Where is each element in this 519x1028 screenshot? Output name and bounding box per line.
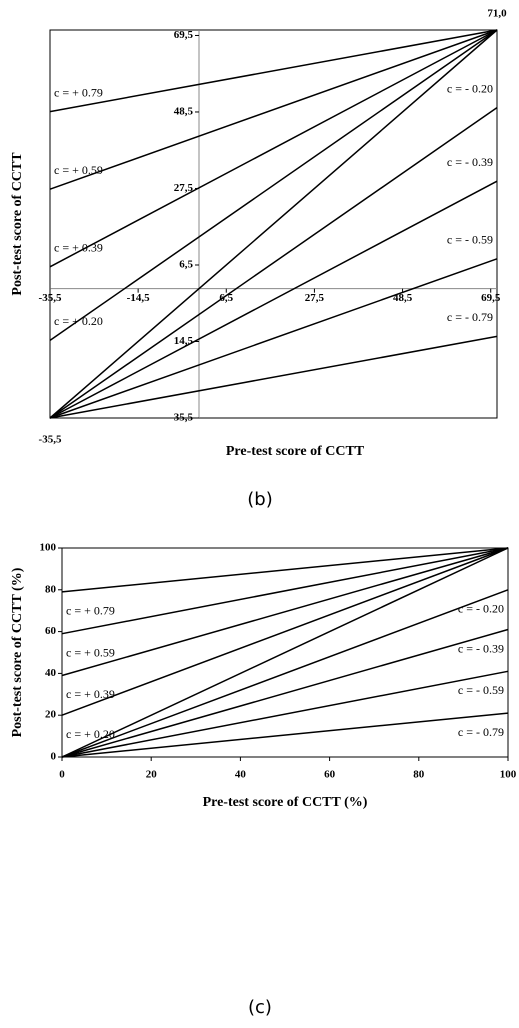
series-line: [61, 547, 509, 716]
y-axis-label: Post-test score of CCTT (%): [10, 567, 25, 737]
series-label: c = + 0.39: [54, 241, 103, 255]
y-tick-label: 100: [40, 542, 57, 554]
series-line: [49, 106, 498, 419]
series-line: [49, 335, 498, 419]
x-tick-label: 6,5: [219, 292, 233, 304]
series-line: [61, 628, 509, 758]
series-label: c = - 0.39: [447, 155, 493, 169]
series-line: [49, 29, 498, 268]
series-line: [49, 258, 498, 419]
y-tick-label: 40: [45, 667, 57, 679]
series-line: [61, 670, 509, 758]
series-label: c = - 0.59: [458, 683, 504, 697]
x-tick-label: -35,5: [39, 292, 62, 304]
series-label: c = - 0.39: [458, 641, 504, 655]
x-tick-label: 60: [324, 769, 336, 781]
y-tick-label: 0: [51, 751, 57, 763]
series-line: [61, 712, 509, 758]
series-label: c = - 0.20: [458, 602, 504, 616]
series-line: [49, 29, 498, 190]
annotation: -35,5: [39, 434, 62, 446]
series-line: [49, 29, 498, 113]
y-tick-label: 20: [45, 709, 57, 721]
x-tick-label: 40: [235, 769, 247, 781]
x-tick-label: 20: [146, 769, 158, 781]
x-tick-label: 27,5: [305, 292, 325, 304]
y-tick-label: 60: [45, 625, 57, 637]
series-label: c = + 0.79: [66, 604, 115, 618]
series-line: [49, 29, 498, 342]
y-tick-label: 27,5: [174, 182, 194, 194]
series-label: c = - 0.20: [447, 81, 493, 95]
y-tick-label: 80: [45, 583, 57, 595]
plot-frame: [49, 29, 498, 419]
series-line: [49, 29, 498, 419]
series-label: c = + 0.79: [54, 85, 103, 99]
x-tick-label: 69,5: [481, 292, 501, 304]
caption: (b): [247, 489, 272, 510]
x-axis-label: Pre-test score of CCTT (%): [203, 795, 368, 810]
series-label: c = + 0.59: [66, 645, 115, 659]
series-label: c = - 0.79: [458, 725, 504, 739]
y-tick-label: 6,5: [179, 259, 193, 271]
caption: (c): [248, 997, 272, 1018]
y-tick-label: 48,5: [174, 106, 194, 118]
series-line: [61, 547, 509, 677]
y-tick-label: 69,5: [174, 29, 194, 41]
y-tick-label: 14,5: [174, 335, 194, 347]
series-label: c = - 0.79: [447, 310, 493, 324]
x-axis-label: Pre-test score of CCTT: [226, 444, 365, 459]
y-axis-label: Post-test score of CCTT: [10, 152, 25, 296]
series-label: c = + 0.20: [54, 314, 103, 328]
plot-frame: [61, 547, 509, 758]
series-label: c = + 0.20: [66, 727, 115, 741]
series-line: [61, 547, 509, 593]
series-line: [49, 180, 498, 419]
x-tick-label: 48,5: [393, 292, 413, 304]
y-tick-label: -35,5: [170, 412, 193, 424]
series-label: c = - 0.59: [447, 233, 493, 247]
annotation: 71,0: [487, 8, 507, 20]
series-label: c = + 0.59: [54, 163, 103, 177]
series-label: c = + 0.39: [66, 687, 115, 701]
series-line: [61, 547, 509, 635]
series-line: [61, 547, 509, 758]
x-tick-label: 100: [500, 769, 517, 781]
x-tick-label: -14,5: [127, 292, 150, 304]
x-tick-label: 0: [59, 769, 65, 781]
x-tick-label: 80: [413, 769, 425, 781]
series-line: [61, 589, 509, 758]
